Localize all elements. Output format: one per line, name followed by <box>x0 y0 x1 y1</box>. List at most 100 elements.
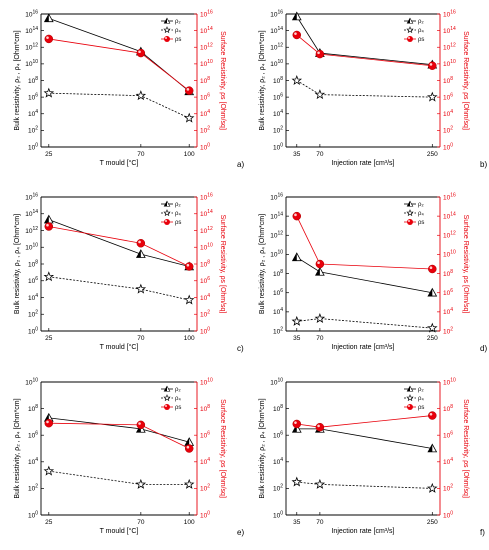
legend: ρ₂ ρ₄ ρs <box>161 200 181 226</box>
marker-star-1 <box>135 90 147 101</box>
x-tick-label: 25 <box>45 519 53 526</box>
series-triangle <box>43 13 195 96</box>
marker-ball-1 <box>136 420 146 430</box>
y2-tick-label: 1010 <box>200 243 213 252</box>
y2-tick-label: 104 <box>443 457 453 466</box>
y-tick-label: 106 <box>28 92 38 101</box>
panel-e: 100 100 102 102 104 104 106 106 108 108 1010 1010 25… <box>14 377 244 537</box>
marker-triangle-1 <box>315 266 325 276</box>
marker-ball-2 <box>184 86 194 95</box>
y-tick-label: 100 <box>273 142 283 151</box>
series-line-star <box>48 470 190 485</box>
legend-label-star: ρ₄ <box>418 28 424 34</box>
y2-tick-label: 100 <box>200 142 210 151</box>
x-tick-label: 250 <box>427 335 438 342</box>
y2-tick-label: 104 <box>200 109 210 118</box>
y-tick-label: 1014 <box>270 211 283 220</box>
y-tick-label: 1010 <box>270 377 283 386</box>
marker-star-2 <box>427 322 438 333</box>
left-y-axis-label: Bulk resistivity, ρ₂ , ρ₄ [Ohm*cm] <box>14 398 21 498</box>
right-y-axis-label: Surface Resistivity, ρs [Ohm/sq] <box>219 31 226 130</box>
marker-ball-0 <box>292 30 302 40</box>
marker-ball-0 <box>292 211 302 221</box>
series-star <box>43 465 195 489</box>
x-tick-label: 25 <box>45 151 53 158</box>
legend: ρ₂ ρ₄ ρs <box>404 200 424 226</box>
y2-tick-label: 1014 <box>443 26 456 35</box>
y2-tick-label: 102 <box>200 310 210 319</box>
marker-ball-1 <box>136 239 146 248</box>
marker-ball-2 <box>428 411 437 420</box>
series-line-star <box>296 80 433 98</box>
y-tick-label: 102 <box>28 126 38 135</box>
series-line-ball <box>48 422 190 449</box>
legend-label-ball: ρs <box>418 405 424 411</box>
marker-triangle-0 <box>291 252 302 262</box>
panel-d: 102 102 104 104 106 106 108 108 1010 1010 1012 1012… <box>259 192 487 353</box>
marker-star-2 <box>183 294 195 305</box>
y2-tick-label: 106 <box>443 92 453 101</box>
legend-label-ball: ρs <box>175 405 181 411</box>
marker-ball-2 <box>184 262 194 271</box>
right-y-axis-label: Surface Resistivity, ρs [Ohm/sq] <box>219 215 226 314</box>
y-tick-label: 108 <box>273 76 283 85</box>
marker-star-2 <box>183 478 195 489</box>
y2-tick-label: 108 <box>200 404 210 413</box>
y2-tick-label: 102 <box>443 326 453 335</box>
marker-ball-1 <box>315 49 325 59</box>
y2-tick-label: 104 <box>443 307 453 316</box>
marker-star-1 <box>135 283 147 294</box>
marker-star-1 <box>314 313 326 324</box>
panel-label: d) <box>480 344 487 353</box>
y2-tick-label: 104 <box>200 457 210 466</box>
y-tick-label: 1010 <box>270 59 283 68</box>
series-star <box>291 313 438 333</box>
y-tick-label: 104 <box>28 109 38 118</box>
marker-ball-0 <box>44 34 54 44</box>
y-tick-label: 102 <box>28 310 38 319</box>
y2-tick-label: 102 <box>443 126 453 135</box>
series-star <box>291 74 438 102</box>
panel-a: 100 100 102 102 104 104 106 106 108 108 1010 1010 10… <box>14 9 244 169</box>
y-tick-label: 1010 <box>25 59 38 68</box>
x-axis-label: T mould [°C] <box>100 159 139 167</box>
y-tick-label: 100 <box>28 510 38 519</box>
x-tick-label: 35 <box>293 335 301 342</box>
y-tick-label: 100 <box>28 142 38 151</box>
y-tick-label: 1014 <box>25 26 38 35</box>
marker-ball-0 <box>44 418 54 428</box>
left-y-axis-label: Bulk resistivity, ρ₂ , ρ₄ [Ohm*cm] <box>14 214 21 314</box>
series-triangle <box>43 214 195 271</box>
y-tick-label: 102 <box>273 326 283 335</box>
y-tick-label: 104 <box>28 457 38 466</box>
y2-tick-label: 1012 <box>443 43 456 52</box>
marker-ball-1 <box>315 259 325 269</box>
marker-star-0 <box>43 465 55 476</box>
series-ball <box>44 418 194 453</box>
legend-label-star: ρ₄ <box>175 396 181 402</box>
series-ball <box>44 34 194 95</box>
x-tick-label: 70 <box>137 151 145 158</box>
legend-label-star: ρ₄ <box>418 211 424 217</box>
marker-triangle-0 <box>43 13 54 23</box>
legend-label-ball: ρs <box>418 37 424 43</box>
x-tick-label: 35 <box>293 519 301 526</box>
x-axis-label: Injection rate [cm³/s] <box>331 528 394 535</box>
right-y-axis-label: Surface Resistivity, ρs [Ohm/sq] <box>219 399 226 498</box>
y2-tick-label: 104 <box>443 109 453 118</box>
marker-ball-2 <box>428 264 437 274</box>
left-y-axis-label: Bulk resistivity, ρ₂ , ρ₄ [Ohm*cm] <box>259 30 266 130</box>
legend-label-triangle: ρ₂ <box>175 387 181 393</box>
y-tick-label: 108 <box>273 404 283 413</box>
x-axis-label: Injection rate [cm³/s] <box>331 160 394 167</box>
series-line-star <box>48 276 190 301</box>
x-tick-label: 70 <box>137 519 145 526</box>
legend: ρ₂ ρ₄ ρs <box>404 385 424 411</box>
left-y-axis-label: Bulk resistivity, ρ₂ , ρ₄ [Ohm*cm] <box>259 214 266 314</box>
marker-ball-2 <box>184 444 194 453</box>
y2-tick-label: 108 <box>200 76 210 85</box>
legend: ρ₂ ρ₄ ρs <box>161 385 181 411</box>
marker-star-0 <box>291 476 303 487</box>
y-tick-label: 102 <box>28 484 38 493</box>
legend-label-triangle: ρ₂ <box>418 202 424 208</box>
